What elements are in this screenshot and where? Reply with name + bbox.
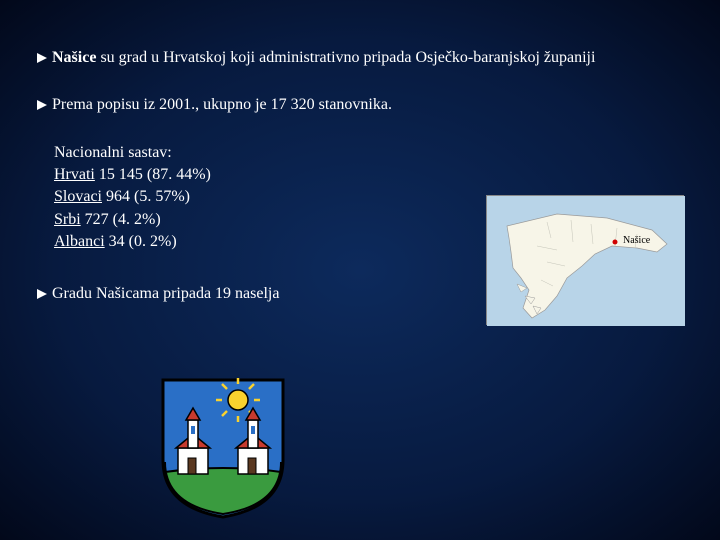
coat-of-arms — [158, 372, 288, 520]
map-location-dot-icon — [613, 240, 618, 245]
demographics-label: Albanci — [54, 233, 105, 250]
demographics-label: Srbi — [54, 211, 81, 228]
map-svg — [487, 196, 685, 326]
demographics-heading: Nacionalni sastav: — [54, 142, 684, 164]
bullet-line-2: Prema popisu iz 2001., ukupno je 17 320 … — [36, 95, 684, 118]
bullet-rest-1: su grad u Hrvatskoj koji administrativno… — [96, 49, 595, 66]
bullet-text-1: Našice su grad u Hrvatskoj koji administ… — [52, 48, 595, 69]
croatia-map: Našice — [486, 195, 684, 325]
demographics-value: 964 (5. 57%) — [102, 188, 190, 205]
bullet-arrow-icon — [36, 97, 48, 118]
bullet-text-2: Prema popisu iz 2001., ukupno je 17 320 … — [52, 95, 392, 116]
bullet-line-1: Našice su grad u Hrvatskoj koji administ… — [36, 48, 684, 71]
coat-of-arms-svg — [158, 372, 288, 520]
demographics-value: 34 (0. 2%) — [105, 233, 177, 250]
bullet-text-3: Gradu Našicama pripada 19 naselja — [52, 284, 279, 305]
bullet-arrow-icon — [36, 286, 48, 307]
demographics-label: Slovaci — [54, 188, 102, 205]
demographics-label: Hrvati — [54, 166, 95, 183]
demographics-value: 727 (4. 2%) — [81, 211, 161, 228]
bullet-bold-1: Našice — [52, 49, 96, 66]
demographics-row: Hrvati 15 145 (87. 44%) — [54, 164, 684, 186]
map-city-label: Našice — [623, 235, 650, 246]
bullet-arrow-icon — [36, 50, 48, 71]
demographics-value: 15 145 (87. 44%) — [95, 166, 211, 183]
